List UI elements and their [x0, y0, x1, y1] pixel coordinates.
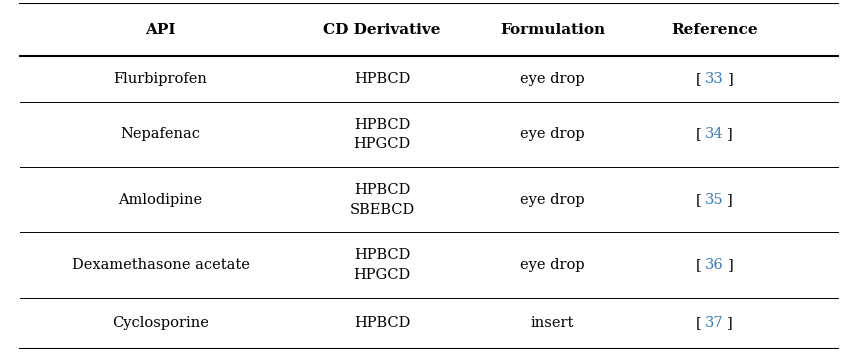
- Text: 34: 34: [705, 127, 724, 142]
- Text: Nepafenac: Nepafenac: [120, 127, 201, 142]
- Text: [: [: [696, 127, 702, 142]
- Text: Formulation: Formulation: [500, 23, 605, 37]
- Text: eye drop: eye drop: [520, 127, 585, 142]
- Text: Reference: Reference: [671, 23, 758, 37]
- Text: Cyclosporine: Cyclosporine: [112, 316, 208, 331]
- Text: 35: 35: [705, 193, 724, 207]
- Text: ]: ]: [728, 316, 733, 331]
- Text: eye drop: eye drop: [520, 72, 585, 86]
- Text: Dexamethasone acetate: Dexamethasone acetate: [71, 258, 250, 272]
- Text: [: [: [696, 316, 702, 331]
- Text: 37: 37: [705, 316, 724, 331]
- Text: CD Derivative: CD Derivative: [323, 23, 441, 37]
- Text: 36: 36: [705, 258, 724, 272]
- Text: HPBCD
HPGCD: HPBCD HPGCD: [353, 118, 411, 151]
- Text: [: [: [696, 193, 702, 207]
- Text: HPBCD
SBEBCD: HPBCD SBEBCD: [349, 183, 414, 216]
- Text: [: [: [696, 72, 702, 86]
- Text: eye drop: eye drop: [520, 258, 585, 272]
- Text: ]: ]: [728, 193, 733, 207]
- Text: HPBCD: HPBCD: [354, 316, 410, 331]
- Text: eye drop: eye drop: [520, 193, 585, 207]
- Text: HPBCD
HPGCD: HPBCD HPGCD: [353, 248, 411, 282]
- Text: [: [: [696, 258, 702, 272]
- Text: ]: ]: [728, 72, 733, 86]
- Text: Amlodipine: Amlodipine: [118, 193, 202, 207]
- Text: HPBCD: HPBCD: [354, 72, 410, 86]
- Text: insert: insert: [531, 316, 574, 331]
- Text: API: API: [145, 23, 176, 37]
- Text: Flurbiprofen: Flurbiprofen: [113, 72, 208, 86]
- Text: ]: ]: [728, 127, 733, 142]
- Text: 33: 33: [705, 72, 724, 86]
- Text: ]: ]: [728, 258, 733, 272]
